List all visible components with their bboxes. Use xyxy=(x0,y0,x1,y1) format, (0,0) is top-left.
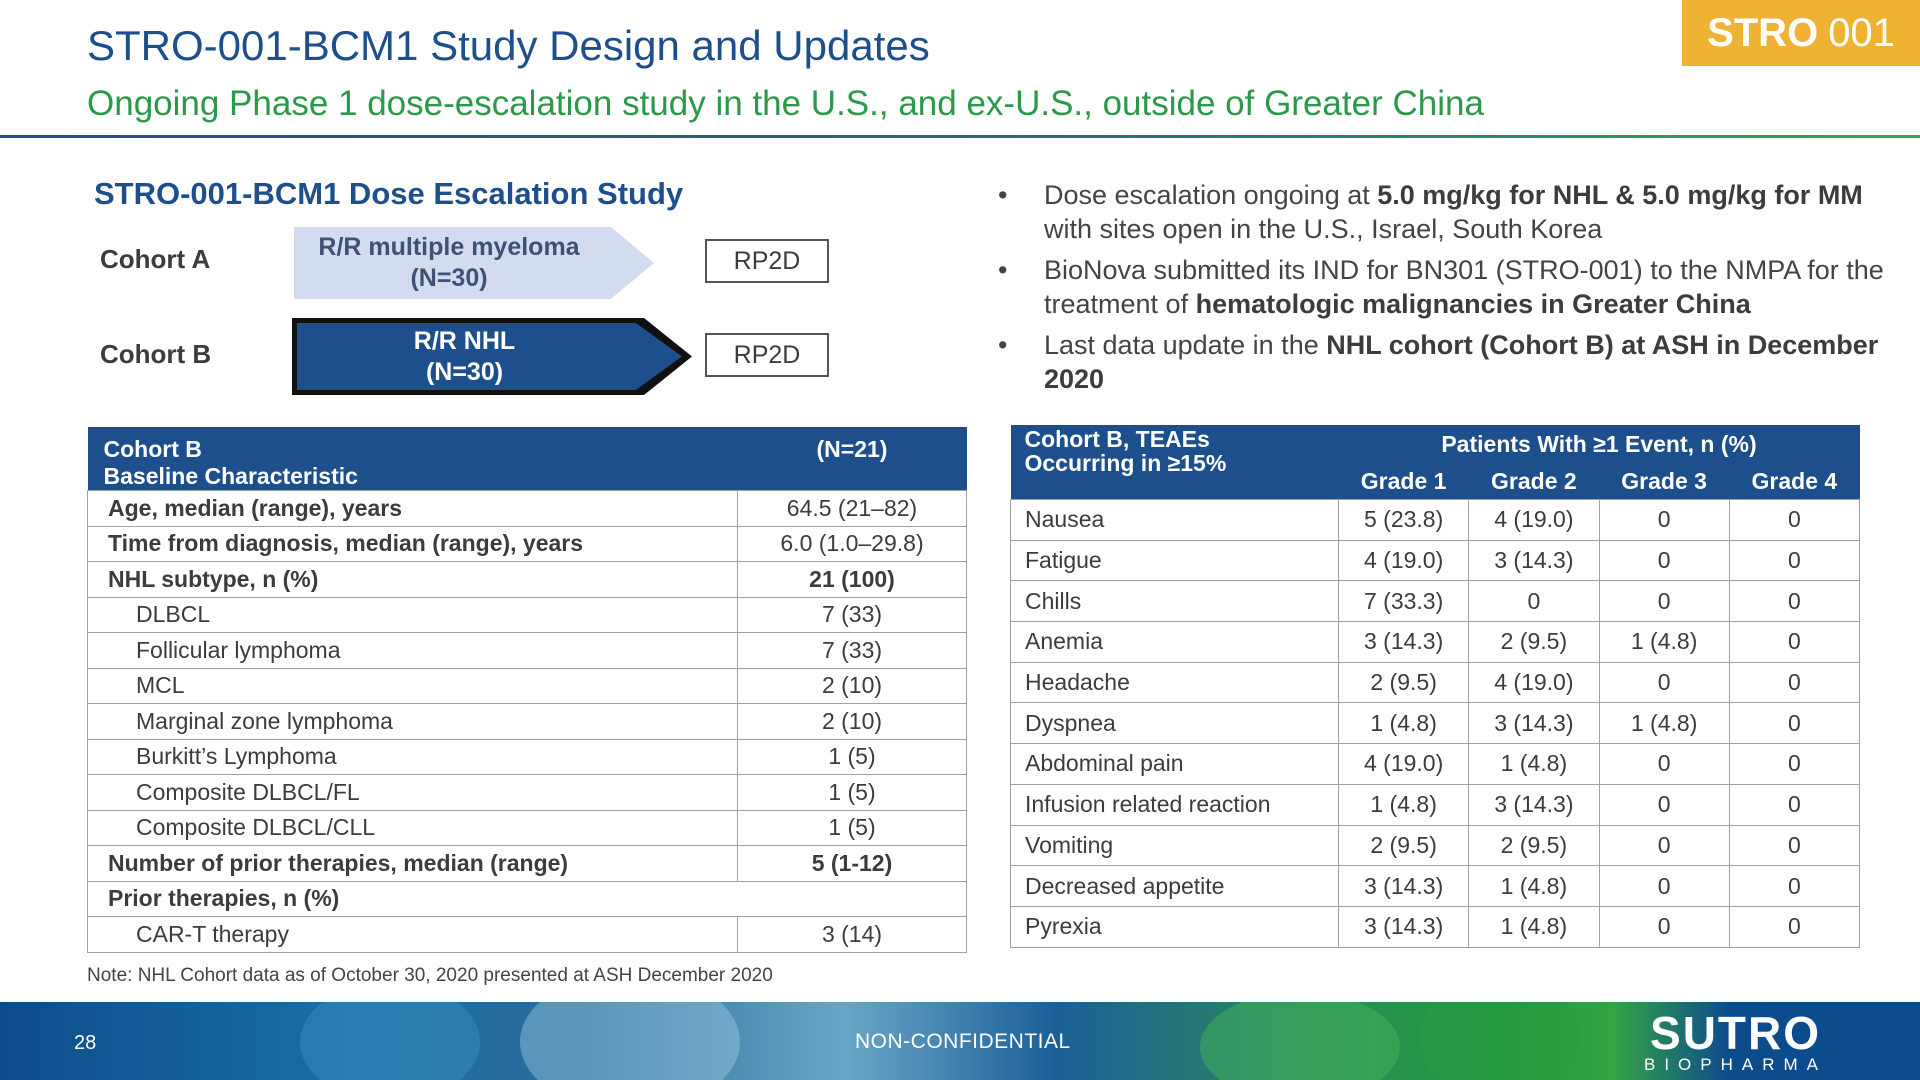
grade-header: Grade 1 xyxy=(1338,463,1469,500)
table-row: Follicular lymphoma 7 (33) xyxy=(87,632,967,669)
table-row: Chills 7 (33.3) 0 0 0 xyxy=(1010,580,1861,623)
table-row: Vomiting 2 (9.5) 2 (9.5) 0 0 xyxy=(1010,824,1861,867)
table-row: Marginal zone lymphoma 2 (10) xyxy=(87,703,967,740)
table-row: Headache 2 (9.5) 4 (19.0) 0 0 xyxy=(1010,661,1861,704)
footer-bar: 28 NON-CONFIDENTIAL SUTRO BIOPHARMA xyxy=(0,1002,1920,1080)
decorative-cell-blob xyxy=(1420,1002,1580,1080)
study-heading: STRO-001-BCM1 Dose Escalation Study xyxy=(94,176,684,211)
bullet-item: • Dose escalation ongoing at 5.0 mg/kg fo… xyxy=(998,180,1863,244)
table-row: Pyrexia 3 (14.3) 1 (4.8) 0 0 xyxy=(1010,905,1861,948)
update-bullets: • Dose escalation ongoing at 5.0 mg/kg fo… xyxy=(998,178,1898,403)
badge-bold-text: STRO xyxy=(1707,10,1819,55)
grade-header: Grade 2 xyxy=(1468,463,1599,500)
teae-table: Cohort B, TEAEs Occurring in ≥15% Patient… xyxy=(1010,425,1861,948)
table-row: Nausea 5 (23.8) 4 (19.0) 0 0 xyxy=(1010,499,1861,541)
bullet-dot-icon: • xyxy=(998,180,1008,210)
table-row: Abdominal pain 4 (19.0) 1 (4.8) 0 0 xyxy=(1010,743,1861,785)
table-row: MCL 2 (10) xyxy=(87,667,967,704)
cohort-b-arrow: R/R NHL (N=30) xyxy=(297,323,682,390)
cohort-a-label: Cohort A xyxy=(100,244,211,274)
decorative-cell-blob xyxy=(300,1002,480,1080)
cohort-b-line1: R/R NHL xyxy=(413,326,516,355)
page-title: STRO-001-BCM1 Study Design and Updates xyxy=(87,22,930,69)
table-row: Age, median (range), years 64.5 (21–82) xyxy=(87,490,967,527)
baseline-header-label: Cohort B Baseline Characteristic xyxy=(87,427,738,491)
badge-light-text: 001 xyxy=(1828,10,1895,55)
table-row: Number of prior therapies, median (range… xyxy=(87,845,967,882)
grade-header: Grade 4 xyxy=(1729,463,1860,500)
page-number: 28 xyxy=(74,1032,97,1054)
teae-span-header: Patients With ≥1 Event, n (%) xyxy=(1338,425,1860,463)
cohort-b-endpoint: RP2D xyxy=(705,333,829,377)
header-divider xyxy=(0,135,1920,138)
table-row: Burkitt’s Lymphoma 1 (5) xyxy=(87,738,967,775)
table-row: Infusion related reaction 1 (4.8) 3 (14.3)… xyxy=(1010,783,1861,826)
confidentiality-label: NON-CONFIDENTIAL xyxy=(855,1030,1071,1053)
bullet-dot-icon: • xyxy=(998,255,1008,285)
table-row: Dyspnea 1 (4.8) 3 (14.3) 1 (4.8) 0 xyxy=(1010,702,1861,745)
bullet-item: • BioNova submitted its IND for BN301 (ST… xyxy=(998,255,1884,319)
table-row: Composite DLBCL/CLL 1 (5) xyxy=(87,809,967,846)
table-row: CAR-T therapy 3 (14) xyxy=(87,916,967,953)
table-row: Fatigue 4 (19.0) 3 (14.3) 0 0 xyxy=(1010,539,1861,582)
teae-corner-header: Cohort B, TEAEs Occurring in ≥15% xyxy=(1010,425,1339,500)
table-row: Anemia 3 (14.3) 2 (9.5) 1 (4.8) 0 xyxy=(1010,621,1861,663)
table-row: Decreased appetite 3 (14.3) 1 (4.8) 0 0 xyxy=(1010,865,1861,907)
cohort-a-line1: R/R multiple myeloma xyxy=(318,233,580,261)
table-row: Composite DLBCL/FL 1 (5) xyxy=(87,774,967,811)
bullet-dot-icon: • xyxy=(998,330,1008,360)
table-row: Prior therapies, n (%) xyxy=(87,880,967,917)
cohort-b-label: Cohort B xyxy=(100,339,212,369)
cohort-a-arrow: R/R multiple myeloma (N=30) xyxy=(294,227,654,299)
footnote: Note: NHL Cohort data as of October 30, … xyxy=(87,965,773,986)
grade-header: Grade 3 xyxy=(1599,463,1730,500)
cohort-b-line2: (N=30) xyxy=(425,357,504,386)
cohort-a-line2: (N=30) xyxy=(410,264,488,292)
program-badge: STRO 001 xyxy=(1682,0,1920,66)
table-row: Time from diagnosis, median (range), yea… xyxy=(87,525,967,562)
decorative-cell-blob xyxy=(1200,1002,1400,1080)
sutro-logo: SUTRO BIOPHARMA xyxy=(1644,1007,1828,1074)
table-row: DLBCL 7 (33) xyxy=(87,596,967,633)
bullet-item: • Last data update in the NHL cohort (Coh… xyxy=(998,330,1879,394)
baseline-header-value: (N=21) xyxy=(737,427,967,491)
table-row: NHL subtype, n (%) 21 (100) xyxy=(87,561,967,598)
cohort-a-endpoint: RP2D xyxy=(705,239,829,283)
decorative-cell-blob xyxy=(520,1002,740,1080)
page-subtitle: Ongoing Phase 1 dose-escalation study in… xyxy=(87,84,1484,123)
baseline-characteristics-table: Cohort B Baseline Characteristic (N=21) A… xyxy=(87,427,967,953)
